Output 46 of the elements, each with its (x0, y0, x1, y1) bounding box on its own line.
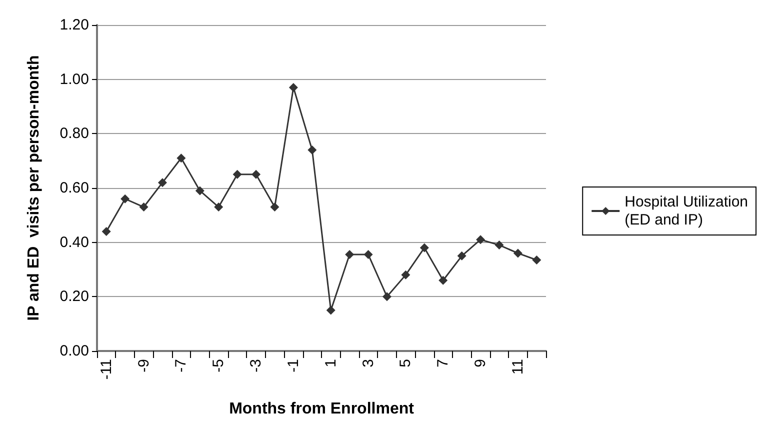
x-tick-label: 5 (397, 359, 414, 368)
y-tick-label: 0.40 (60, 234, 89, 251)
point (158, 178, 167, 188)
legend-label: Hospital Utilization (ED and IP) (624, 194, 748, 228)
x-tick-label: 1 (322, 359, 340, 368)
x-tick-label: 9 (472, 359, 490, 368)
x-tick-label: -5 (210, 359, 228, 372)
point (308, 145, 317, 154)
point (120, 194, 130, 204)
point (476, 235, 486, 244)
point (252, 170, 261, 179)
point (288, 82, 298, 92)
point (102, 226, 111, 236)
point (513, 248, 522, 258)
y-tick-label: 0.60 (60, 180, 89, 196)
point (345, 250, 354, 260)
x-tick-label: -3 (248, 359, 265, 372)
point (364, 250, 373, 260)
x-tick-label: -9 (135, 359, 152, 372)
point (176, 154, 186, 163)
point (139, 202, 148, 212)
point (382, 292, 392, 302)
point (532, 255, 542, 264)
point (494, 240, 504, 250)
x-axis-title: Months from Enrollment (229, 400, 415, 418)
point (420, 243, 429, 252)
point (457, 251, 466, 260)
y-tick-label: 0.20 (60, 288, 89, 306)
y-tick-label: 0.80 (60, 125, 89, 142)
x-tick-label: 7 (434, 359, 452, 368)
point (438, 276, 448, 285)
x-tick-label: -1 (284, 359, 302, 372)
y-tick-label: 1.20 (60, 16, 89, 34)
y-axis-title: IP and ED visits per person-month (26, 55, 42, 321)
point (195, 186, 204, 196)
y-tick-label: 1.00 (60, 70, 89, 88)
x-tick-label: -11 (98, 359, 115, 380)
y-tick-label: 0.00 (60, 342, 89, 360)
point (214, 202, 224, 212)
point (401, 270, 410, 280)
point (232, 170, 242, 179)
x-tick-label: 11 (509, 359, 526, 375)
x-tick-label: -7 (172, 359, 190, 372)
point (326, 306, 336, 315)
x-tick-label: 3 (360, 359, 377, 368)
point (270, 202, 280, 212)
